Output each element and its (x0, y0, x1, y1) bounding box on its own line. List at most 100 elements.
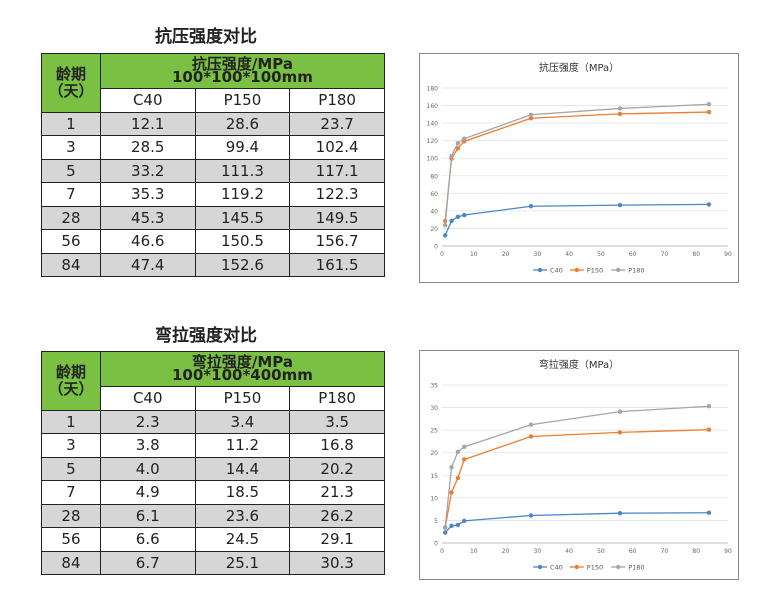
table-cell: 28.5 (99, 135, 196, 160)
data-point (462, 212, 467, 218)
x-tick-label: 90 (724, 548, 732, 555)
data-point (706, 510, 712, 515)
table-row: 1 2.3 3.4 3.5 (41, 409, 385, 434)
column-header: P180 (289, 386, 385, 411)
x-tick-label: 20 (502, 548, 510, 555)
table-cell: 149.5 (289, 205, 385, 230)
table-cell: 3 (41, 135, 101, 160)
age-header: 龄期 （天） (41, 351, 101, 411)
table-cell: 11.2 (194, 433, 291, 458)
table-cell: 111.3 (194, 158, 291, 183)
table-cell: 156.7 (289, 229, 385, 254)
data-point (449, 218, 454, 224)
table-cell: 122.3 (289, 182, 385, 207)
data-point (617, 409, 623, 414)
y-tick-label: 160 (427, 103, 439, 110)
y-tick-label: 0 (434, 244, 438, 251)
compressive-section-title: 抗压强度对比 (155, 27, 257, 47)
series-line (444, 103, 709, 226)
table-cell: 46.6 (99, 229, 196, 254)
age-header-line1: 龄期 (55, 64, 86, 83)
data-point (706, 109, 712, 115)
table-cell: 16.8 (289, 433, 385, 458)
table-cell: 150.5 (194, 229, 291, 254)
data-point (455, 449, 461, 455)
table-row: 28 45.3 145.5 149.5 (41, 205, 385, 230)
legend-marker (574, 564, 579, 570)
y-tick-label: 140 (427, 121, 439, 128)
column-header: P150 (194, 386, 291, 411)
table-cell: 117.1 (289, 158, 385, 183)
y-tick-label: 80 (430, 173, 438, 180)
table-cell: 1 (41, 409, 101, 434)
strength-header-line1: 弯拉强度/MPa (191, 353, 294, 371)
table-cell: 23.7 (289, 111, 385, 136)
table-row: 5 33.2 111.3 117.1 (41, 158, 385, 183)
table-cell: 2.3 (99, 409, 196, 434)
data-point (528, 513, 534, 518)
x-tick-label: 20 (502, 251, 510, 258)
column-header: C40 (99, 88, 196, 113)
x-tick-label: 40 (565, 548, 573, 555)
data-point (449, 153, 454, 159)
y-tick-label: 25 (430, 428, 438, 435)
table-cell: 33.2 (99, 158, 196, 183)
strength-header-line2: 100*100*100mm (172, 68, 313, 86)
data-point (617, 106, 623, 111)
y-tick-label: 5 (434, 518, 438, 525)
column-header: C40 (99, 386, 196, 411)
table-row: 56 6.6 24.5 29.1 (41, 527, 385, 552)
table-row: 3 3.8 11.2 16.8 (41, 433, 385, 458)
legend-label: P180 (628, 267, 644, 275)
legend-marker (616, 564, 621, 570)
x-tick-label: 0 (440, 251, 444, 258)
data-point (706, 102, 712, 107)
strength-header: 弯拉强度/MPa 100*100*400mm (99, 351, 386, 387)
table-cell: 145.5 (194, 205, 291, 230)
table-cell: 28 (41, 503, 101, 528)
data-point (462, 136, 467, 141)
data-point (455, 141, 461, 146)
age-header: 龄期 （天） (41, 53, 101, 113)
compressive-strength-table: 龄期 （天） 抗压强度/MPa 100*100*100mm C40 P150 P… (41, 53, 386, 277)
legend-marker (574, 267, 579, 273)
data-point (455, 146, 461, 151)
data-point (442, 525, 448, 530)
table-cell: 23.6 (194, 503, 291, 528)
x-tick-label: 80 (692, 548, 700, 555)
y-tick-label: 20 (430, 450, 438, 457)
y-tick-label: 30 (430, 405, 438, 412)
flexural-chart: 弯拉强度（MPa） 0 5 10 15 20 25 30 35 0 10 20 30 40 50 60 70 80… (430, 358, 732, 572)
table-cell: 18.5 (194, 480, 291, 505)
strength-header: 抗压强度/MPa 100*100*100mm (99, 53, 386, 89)
table-cell: 29.1 (289, 527, 385, 552)
data-point (617, 202, 623, 208)
chart-title: 弯拉强度（MPa） (539, 358, 619, 371)
x-tick-label: 80 (692, 251, 700, 258)
age-header-line2: （天） (48, 81, 94, 100)
table-cell: 84 (41, 550, 101, 575)
x-tick-label: 10 (470, 548, 478, 555)
y-tick-label: 180 (427, 86, 439, 93)
table-cell: 28 (41, 205, 101, 230)
y-tick-label: 10 (430, 495, 438, 502)
data-point (455, 214, 461, 220)
x-tick-label: 70 (661, 548, 669, 555)
x-tick-label: 30 (534, 251, 542, 258)
flexural-chart-box: 弯拉强度（MPa） 0 5 10 15 20 25 30 35 0 10 20 30 40 50 60 70 80… (419, 350, 739, 580)
data-point (462, 444, 467, 450)
table-cell: 26.2 (289, 503, 385, 528)
y-tick-label: 120 (427, 138, 439, 145)
table-cell: 161.5 (289, 252, 385, 277)
column-header: P150 (194, 88, 291, 113)
data-point (462, 518, 467, 524)
table-cell: 99.4 (194, 135, 291, 160)
flexural-strength-table: 龄期 （天） 弯拉强度/MPa 100*100*400mm C40 P150 P… (41, 351, 386, 575)
y-tick-label: 15 (430, 473, 438, 480)
table-cell: 56 (41, 527, 101, 552)
table-cell: 102.4 (289, 135, 385, 160)
table-cell: 4.9 (99, 480, 196, 505)
table-cell: 14.4 (194, 456, 291, 481)
data-point (528, 204, 534, 209)
table-cell: 6.6 (99, 527, 196, 552)
